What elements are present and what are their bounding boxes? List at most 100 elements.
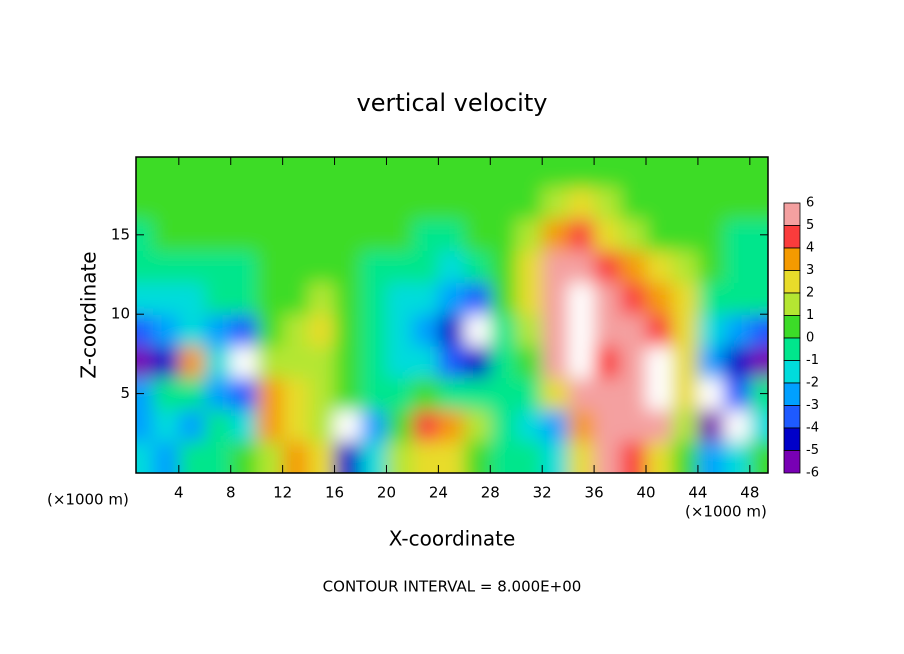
cell	[568, 345, 595, 379]
cell	[438, 409, 465, 442]
cell	[749, 314, 768, 347]
colorbar-label: 6	[806, 196, 814, 211]
cell	[594, 314, 621, 347]
cell	[334, 157, 362, 188]
cell	[230, 377, 258, 410]
cell	[464, 218, 491, 252]
cell	[620, 187, 647, 220]
colorbar-swatch	[783, 337, 801, 361]
cell	[723, 314, 751, 347]
colorbar-label: -5	[806, 443, 819, 458]
cell	[490, 157, 517, 188]
cell	[386, 187, 413, 220]
cell	[438, 377, 465, 410]
cell	[282, 157, 310, 188]
cell	[542, 282, 569, 315]
cell	[412, 441, 439, 473]
cell	[282, 345, 310, 379]
cell	[178, 157, 206, 188]
cell	[438, 314, 465, 347]
cell	[542, 157, 569, 188]
colorbar-swatch	[783, 360, 801, 384]
cell	[282, 282, 310, 315]
cell	[136, 282, 154, 315]
y-tick-label: 5	[120, 384, 130, 402]
chart-title: vertical velocity	[357, 89, 548, 117]
colorbar-swatch	[783, 292, 801, 316]
cell	[671, 250, 699, 283]
cell	[178, 282, 206, 315]
cell	[464, 187, 491, 220]
cell	[697, 441, 725, 473]
colorbar-label: -2	[806, 376, 819, 391]
cell	[620, 409, 647, 442]
cell	[308, 218, 336, 252]
cell	[542, 441, 569, 473]
cell	[334, 250, 362, 283]
cell	[152, 187, 180, 220]
cell	[671, 441, 699, 473]
cell	[464, 441, 491, 473]
cell	[136, 250, 154, 283]
cell	[568, 218, 595, 252]
cell	[464, 282, 491, 315]
cell	[438, 218, 465, 252]
cell	[697, 218, 725, 252]
cell	[723, 441, 751, 473]
cell	[697, 345, 725, 379]
cell	[723, 250, 751, 283]
cell	[152, 441, 180, 473]
cell	[697, 157, 725, 188]
cell	[412, 187, 439, 220]
cell	[723, 377, 751, 410]
colorbar-label: -4	[806, 421, 819, 436]
cell	[178, 377, 206, 410]
colorbar-label: 5	[806, 218, 814, 233]
cell	[516, 282, 543, 315]
cell	[136, 409, 154, 442]
cell	[204, 345, 232, 379]
cell	[334, 218, 362, 252]
cell	[412, 157, 439, 188]
cell	[282, 187, 310, 220]
cell	[464, 345, 491, 379]
cell	[671, 187, 699, 220]
axes: 4 8 12 16 20 24 28 32 36 40 44 48510156543210-1-2-3…	[111, 157, 819, 502]
cell	[542, 218, 569, 252]
cell	[308, 157, 336, 188]
cell	[308, 377, 336, 410]
cell	[360, 345, 387, 379]
cell	[594, 377, 621, 410]
cell	[204, 187, 232, 220]
cell	[204, 314, 232, 347]
cell	[360, 157, 387, 188]
cell	[136, 157, 154, 188]
colorbar-swatch	[783, 315, 801, 339]
cell	[360, 377, 387, 410]
cell	[204, 441, 232, 473]
cell	[646, 157, 673, 188]
colorbar-swatch	[783, 247, 801, 271]
cell	[542, 377, 569, 410]
cell	[256, 409, 284, 442]
cell	[594, 250, 621, 283]
cell	[646, 218, 673, 252]
cell	[204, 157, 232, 188]
cell	[256, 441, 284, 473]
cell	[256, 377, 284, 410]
cell	[178, 441, 206, 473]
cell	[230, 441, 258, 473]
cell	[697, 409, 725, 442]
x-tick-label: 32	[533, 484, 552, 502]
colorbar-swatch	[783, 202, 801, 226]
cell	[490, 314, 517, 347]
cell	[749, 377, 768, 410]
cell	[646, 441, 673, 473]
cell	[282, 409, 310, 442]
cell	[230, 187, 258, 220]
colorbar-swatch	[783, 270, 801, 294]
cell	[256, 282, 284, 315]
cell	[516, 250, 543, 283]
cell	[542, 409, 569, 442]
cell	[386, 218, 413, 252]
